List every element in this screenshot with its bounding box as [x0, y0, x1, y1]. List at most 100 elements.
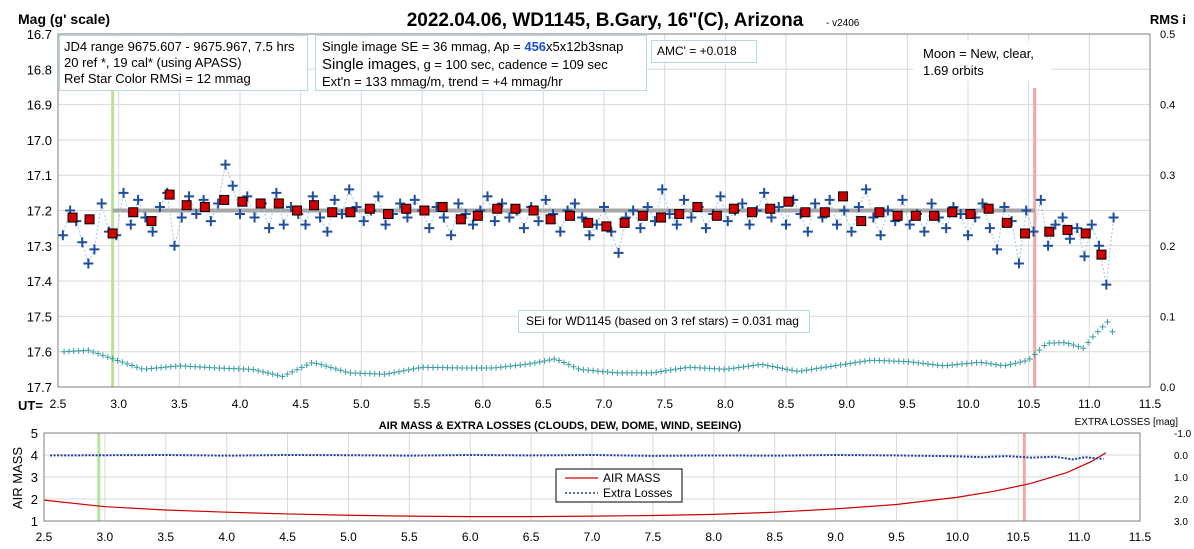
single-point	[57, 230, 68, 241]
binned-point	[528, 205, 539, 216]
rms-point	[541, 357, 548, 364]
rms-point	[337, 367, 344, 374]
single-point	[810, 198, 821, 209]
bottom-x-tick-label: 11.5	[1129, 530, 1152, 544]
top-y2-tick-label: 0.1	[1160, 311, 1175, 323]
single-point	[300, 219, 311, 230]
top-x-tick-label: 6.5	[535, 397, 552, 411]
rms-point	[114, 357, 121, 364]
single-point	[781, 219, 791, 230]
bottom-y2-tick-label: -1.0	[1174, 429, 1192, 440]
rms-point	[1094, 328, 1101, 335]
rms-point	[667, 367, 674, 374]
single-point	[737, 198, 748, 209]
top-x-tick-label: 10.0	[956, 397, 980, 411]
rms-point	[910, 359, 917, 366]
binned-point	[947, 207, 958, 218]
binned-point	[838, 191, 849, 202]
rms-point	[391, 369, 398, 376]
bottom-x-tick-label: 3.5	[157, 530, 174, 544]
rms-point	[672, 366, 679, 373]
single-point	[438, 212, 449, 223]
rms-point	[832, 362, 839, 369]
bottom-x-tick-label: 6.0	[462, 530, 479, 544]
binned-point	[1096, 249, 1107, 260]
top-y-tick-label: 16.7	[27, 27, 52, 42]
single-point	[577, 212, 588, 223]
top-x-tick-label: 3.5	[171, 397, 188, 411]
single-point	[897, 194, 908, 205]
binned-point	[146, 216, 157, 227]
top-x-tick-label: 7.0	[596, 397, 613, 411]
rms-point	[658, 368, 665, 375]
single-point	[1079, 251, 1090, 262]
rms-point	[1099, 323, 1106, 330]
top-x-tick-label: 9.0	[838, 397, 855, 411]
single-point	[628, 205, 639, 216]
single-point	[1094, 240, 1105, 251]
single-point	[715, 191, 726, 202]
single-point	[467, 219, 478, 230]
single-point	[992, 244, 1003, 255]
rms-point	[808, 366, 815, 373]
binned-point	[327, 207, 338, 218]
rms-point	[269, 371, 276, 378]
single-point	[453, 198, 464, 209]
single-point	[83, 258, 94, 269]
rms-point	[920, 360, 927, 367]
rms-point	[565, 361, 572, 368]
bottom-x-tick-label: 7.0	[584, 530, 601, 544]
single-point	[125, 219, 136, 230]
top-x-tick-label: 4.0	[232, 397, 249, 411]
binned-point	[800, 207, 811, 218]
single-point	[599, 201, 609, 212]
binned-point	[565, 210, 576, 221]
single-point	[336, 209, 347, 220]
rms-point	[1089, 333, 1096, 340]
amc-box: AMC' = +0.018	[651, 40, 757, 63]
single-point	[955, 209, 966, 220]
binned-point	[273, 198, 284, 209]
rms-point	[551, 356, 558, 363]
top-markers	[111, 88, 1037, 387]
bottom-y-tick-label: 4	[31, 448, 38, 463]
rms-point	[250, 366, 257, 373]
single-point	[1021, 205, 1032, 216]
top-y-tick-label: 17.1	[27, 168, 52, 183]
single-point	[744, 219, 755, 230]
single-point	[133, 194, 144, 205]
single-point	[184, 191, 195, 202]
top-y-tick-label: 17.7	[27, 380, 52, 395]
rms-point	[653, 369, 660, 376]
single-point	[861, 184, 872, 195]
rms-point	[745, 363, 752, 370]
binned-point	[437, 201, 448, 212]
rms-point	[255, 367, 262, 374]
binned-point	[674, 209, 685, 220]
binned-point	[892, 210, 903, 221]
rms-point	[493, 364, 500, 371]
rms-point	[847, 360, 854, 367]
single-point	[446, 230, 457, 241]
top-plot-border	[57, 33, 1151, 388]
single-point	[591, 219, 602, 230]
rms-point	[1070, 342, 1077, 349]
rms-point	[99, 352, 106, 359]
binned-point	[128, 207, 139, 218]
binned-point	[345, 207, 356, 218]
single-point	[1086, 219, 1097, 230]
single-point	[96, 198, 107, 209]
top-x-tick-label: 6.0	[474, 397, 491, 411]
top-x-tick-label: 10.5	[1017, 397, 1041, 411]
info-cadence-line: Single images, g = 100 sec, cadence = 10…	[322, 55, 646, 74]
rms-point	[992, 361, 999, 368]
rms-point	[648, 369, 655, 376]
rms-point	[735, 364, 742, 371]
rms-point	[677, 365, 684, 372]
binned-point	[1044, 226, 1055, 237]
top-y-tick-label: 16.8	[27, 62, 52, 77]
single-point	[395, 198, 406, 209]
single-point	[329, 194, 340, 205]
bottom-chart-title: AIR MASS & EXTRA LOSSES (CLOUDS, DEW, DO…	[379, 420, 742, 432]
